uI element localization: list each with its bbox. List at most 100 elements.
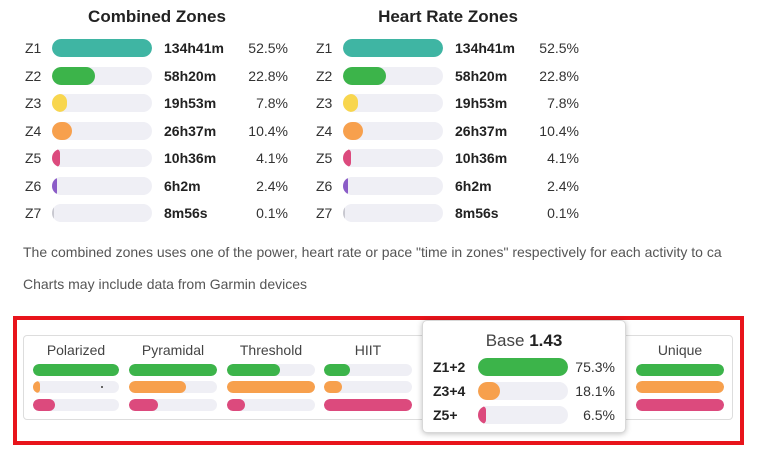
zone-bar-fill	[343, 39, 443, 57]
model-bar-fill	[129, 399, 159, 411]
zone-bar	[343, 94, 443, 112]
combined-zone-row-z7: Z7 8m56s 0.1%	[23, 204, 315, 224]
popup-bar	[478, 406, 568, 424]
combined-zones-title: Combined Zones	[88, 7, 226, 26]
popup-row-label: Z1+2	[433, 359, 466, 375]
model-bar-fill	[33, 381, 40, 393]
model-name: Polarized	[46, 342, 106, 358]
popup-row-percent: 6.5%	[583, 407, 615, 423]
hr-zone-row-z1: Z1 134h41m 52.5%	[314, 39, 606, 59]
model-hiit[interactable]: HIIT	[324, 342, 412, 422]
zone-bar	[343, 149, 443, 167]
model-bar-fill	[129, 364, 217, 376]
model-name: Pyramidal	[141, 342, 205, 358]
model-bar-mid	[129, 381, 217, 393]
zone-label: Z6	[316, 178, 333, 194]
zone-label: Z4	[316, 123, 333, 139]
model-bar-low	[324, 364, 412, 376]
zone-time: 26h37m	[164, 123, 217, 139]
zone-label: Z2	[316, 68, 333, 84]
hr-zone-row-z2: Z2 58h20m 22.8%	[314, 67, 606, 87]
dot-marker	[101, 386, 103, 388]
zone-percent: 0.1%	[256, 205, 288, 221]
zone-bar-fill	[52, 39, 152, 57]
zone-bar	[52, 177, 152, 195]
zone-time: 6h2m	[164, 178, 201, 194]
popup-model-name: Base	[485, 331, 525, 350]
zone-time: 10h36m	[164, 150, 217, 166]
model-bar-low	[227, 364, 315, 376]
model-bar-fill	[129, 381, 187, 393]
zone-label: Z3	[25, 95, 42, 111]
zone-time: 10h36m	[455, 150, 508, 166]
model-bar-fill	[636, 399, 724, 411]
model-name: HIIT	[354, 342, 382, 358]
model-threshold[interactable]: Threshold	[227, 342, 315, 422]
zone-label: Z5	[25, 150, 42, 166]
combined-zone-row-z3: Z3 19h53m 7.8%	[23, 94, 315, 114]
selected-model-popup[interactable]: Base 1.43 Z1+2 75.3% Z3+4 18.1% Z5+ 6.5%	[422, 320, 626, 433]
hr-zone-row-z4: Z4 26h37m 10.4%	[314, 122, 606, 142]
zone-time: 8m56s	[164, 205, 208, 221]
model-pyramidal[interactable]: Pyramidal	[129, 342, 217, 422]
zone-time: 8m56s	[455, 205, 499, 221]
zone-label: Z1	[25, 40, 42, 56]
hr-zone-row-z5: Z5 10h36m 4.1%	[314, 149, 606, 169]
model-bar-mid	[33, 381, 119, 393]
zone-time: 58h20m	[455, 68, 508, 84]
model-bar-fill	[227, 399, 245, 411]
zone-percent: 4.1%	[547, 150, 579, 166]
model-bar-mid	[227, 381, 315, 393]
zone-percent: 4.1%	[256, 150, 288, 166]
heart-rate-zones-title: Heart Rate Zones	[378, 7, 518, 26]
model-bar-fill	[324, 381, 342, 393]
zone-bar-fill	[52, 204, 54, 222]
zone-time: 134h41m	[455, 40, 515, 56]
model-bar-low	[33, 364, 119, 376]
highlight-frame	[13, 316, 744, 445]
zone-percent: 7.8%	[547, 95, 579, 111]
model-bar-low	[129, 364, 217, 376]
combined-zone-row-z6: Z6 6h2m 2.4%	[23, 177, 315, 197]
zone-label: Z3	[316, 95, 333, 111]
zone-bar	[343, 204, 443, 222]
zone-bar-fill	[343, 67, 386, 85]
model-polarized[interactable]: Polarized	[33, 342, 119, 422]
zone-percent: 7.8%	[256, 95, 288, 111]
zone-bar-fill	[52, 149, 60, 167]
model-bar-mid	[324, 381, 412, 393]
zone-percent: 10.4%	[248, 123, 288, 139]
zone-label: Z7	[316, 205, 333, 221]
model-bar-high	[636, 399, 724, 411]
zone-bar	[343, 122, 443, 140]
hr-zone-row-z7: Z7 8m56s 0.1%	[314, 204, 606, 224]
hr-zone-row-z6: Z6 6h2m 2.4%	[314, 177, 606, 197]
model-unique[interactable]: Unique	[636, 342, 724, 422]
zone-bar-fill	[52, 94, 67, 112]
popup-bar-fill	[478, 358, 568, 376]
zone-bar	[52, 149, 152, 167]
zone-bar	[52, 122, 152, 140]
zone-bar-fill	[343, 122, 363, 140]
model-bar-fill	[227, 381, 315, 393]
popup-bar-fill	[478, 382, 500, 400]
zone-bar	[343, 39, 443, 57]
combined-zone-row-z2: Z2 58h20m 22.8%	[23, 67, 315, 87]
popup-row-z1-2: Z1+2 75.3%	[423, 358, 625, 376]
zone-bar	[343, 177, 443, 195]
zone-bar-fill	[343, 94, 358, 112]
model-name: Unique	[657, 342, 703, 358]
popup-row-percent: 18.1%	[575, 383, 615, 399]
zone-bar-fill	[52, 122, 72, 140]
model-bar-fill	[636, 381, 724, 393]
zone-bar-fill	[343, 177, 348, 195]
popup-bar-fill	[478, 406, 487, 424]
model-bar-high	[33, 399, 119, 411]
model-bar-mid	[636, 381, 724, 393]
popup-row-label: Z5+	[433, 407, 458, 423]
zone-label: Z1	[316, 40, 333, 56]
zone-percent: 10.4%	[539, 123, 579, 139]
heart-rate-zones-chart: Heart Rate Zones Z1 134h41m 52.5% Z2 58h…	[314, 0, 606, 230]
model-bar-low	[636, 364, 724, 376]
model-bar-fill	[324, 399, 412, 411]
